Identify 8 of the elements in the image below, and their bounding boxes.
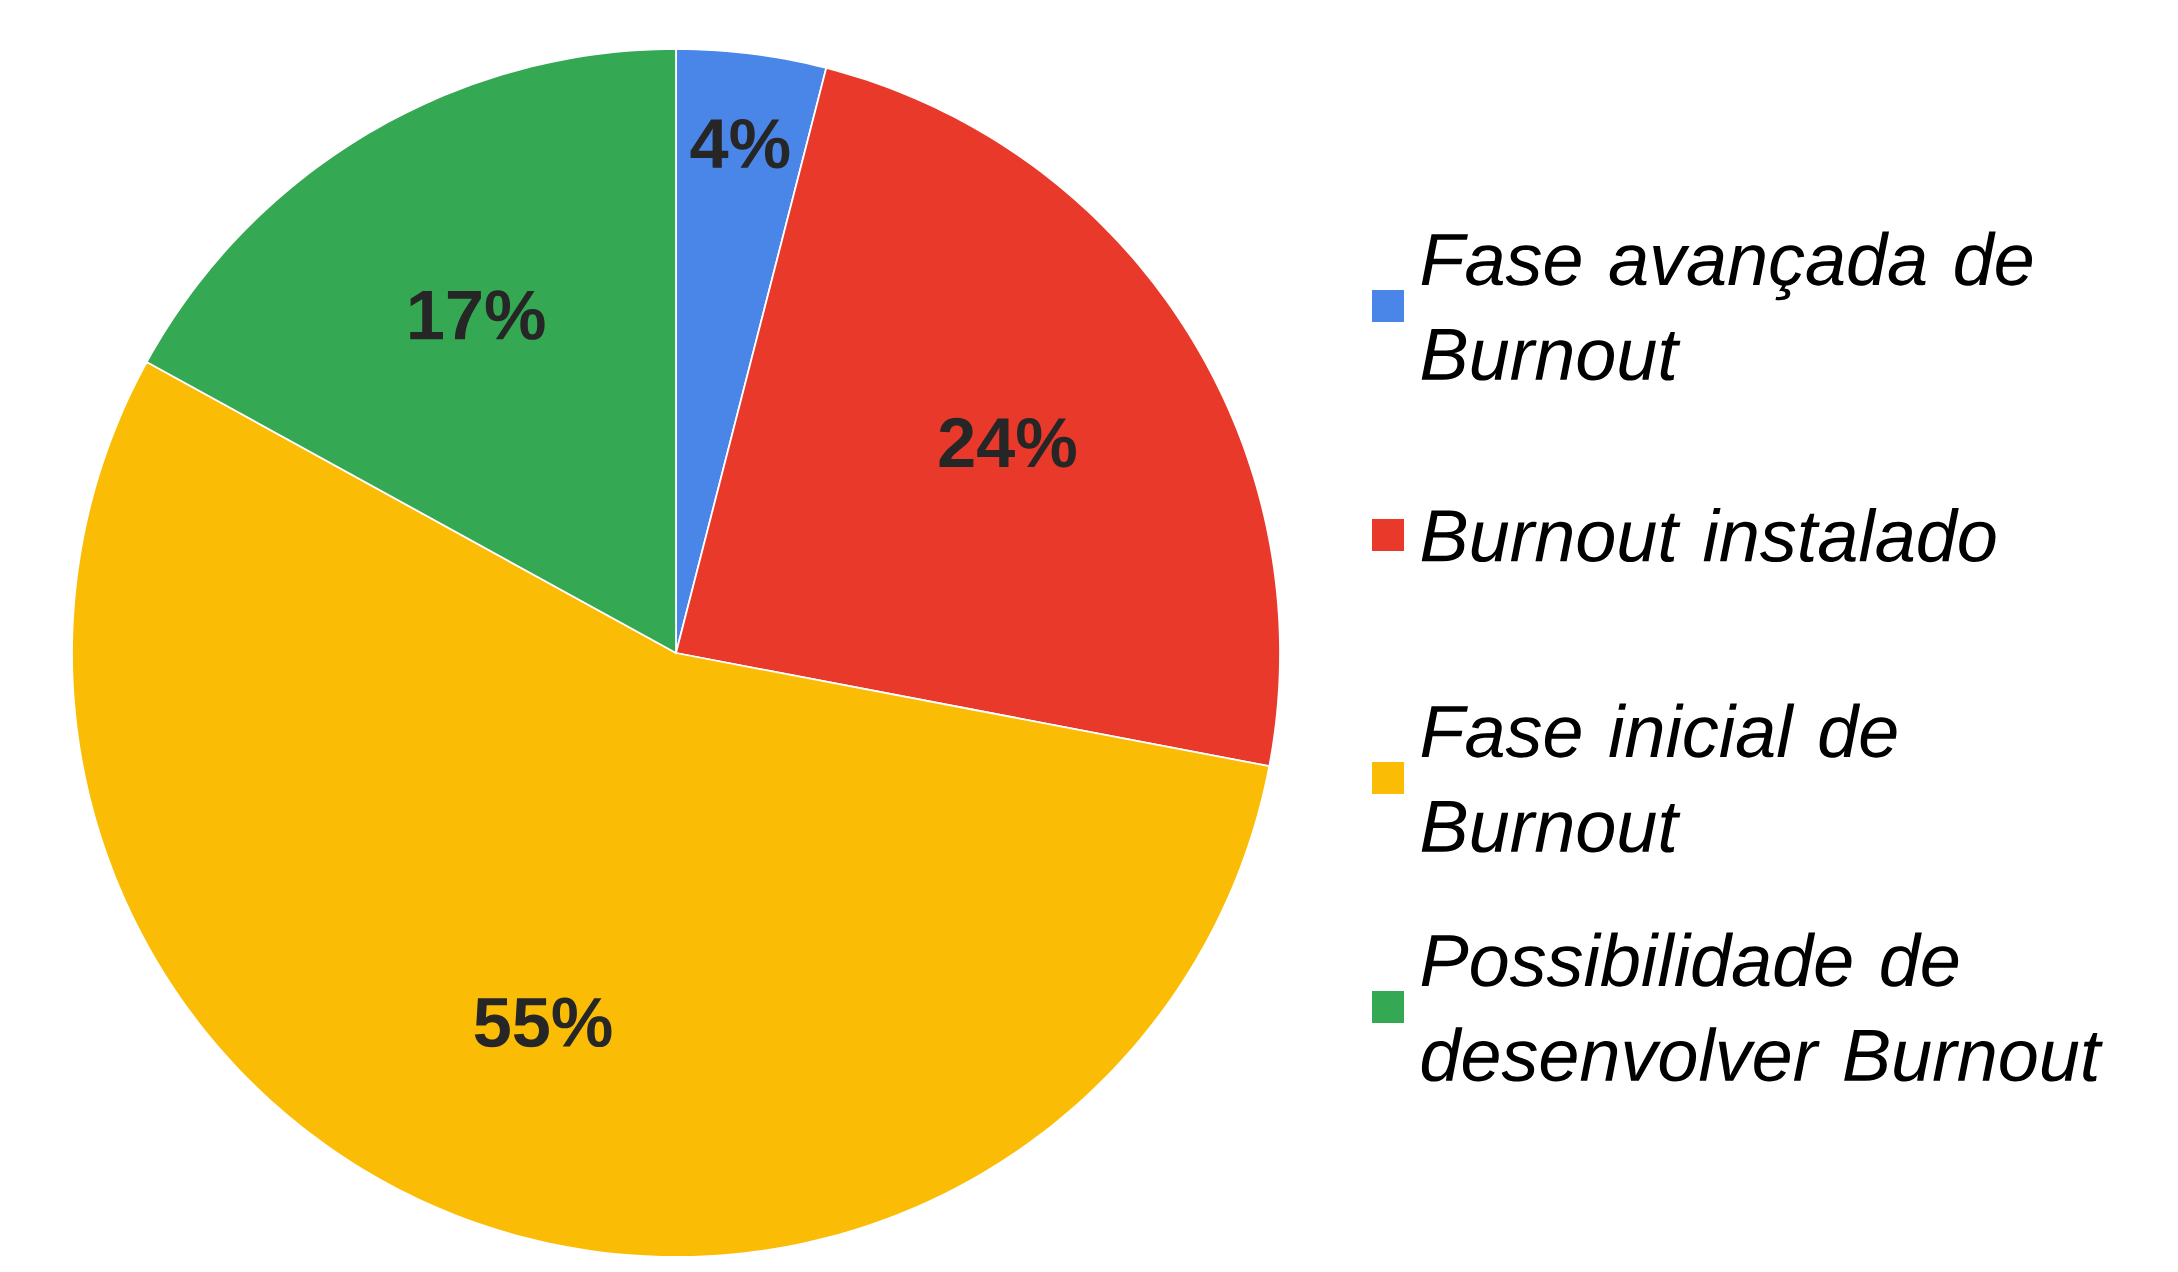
data-label: 17% xyxy=(410,290,545,340)
legend-label: Burnout instalado xyxy=(1421,507,1996,563)
data-label: 4% xyxy=(690,118,790,169)
data-label: 24% xyxy=(939,417,1076,468)
legend-label: Fase avançada de Burnout xyxy=(1421,231,2033,381)
legend-label: Fase inicial de Burnout xyxy=(1421,703,1897,853)
legend-label: Possibilidade de desenvolver Burnout xyxy=(1421,932,2103,1082)
data-label: 55% xyxy=(474,997,612,1048)
